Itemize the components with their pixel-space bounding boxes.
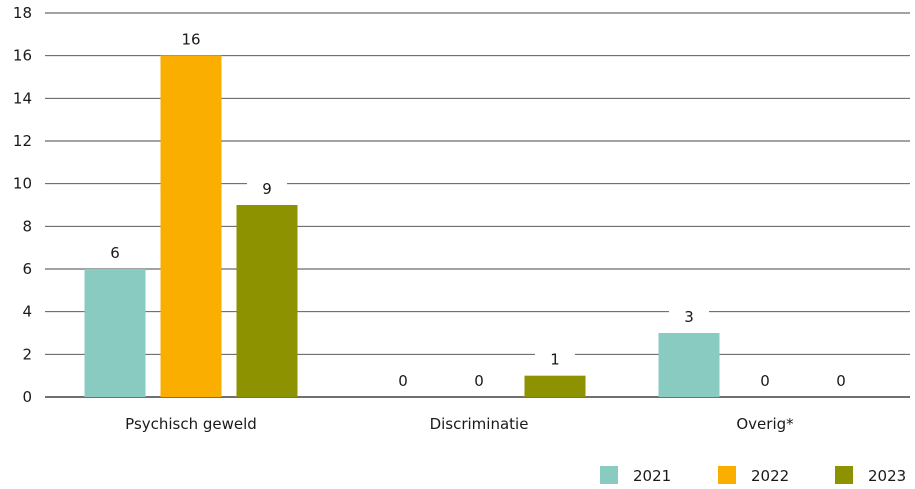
y-tick-label: 18	[13, 4, 32, 22]
y-tick-label: 10	[13, 175, 32, 193]
data-label: 6	[110, 244, 120, 262]
legend-swatch	[600, 466, 618, 484]
data-label: 0	[398, 372, 408, 390]
y-tick-label: 16	[13, 47, 32, 65]
bar	[160, 55, 222, 398]
data-label: 1	[550, 351, 560, 369]
legend-swatch	[835, 466, 853, 484]
data-label: 16	[181, 31, 200, 49]
data-label-background	[95, 244, 135, 264]
legend: 2021 2022 2023	[600, 466, 906, 485]
data-label-background	[459, 372, 499, 392]
legend-label: 2022	[751, 467, 789, 485]
x-tick-label: Psychisch geweld	[125, 415, 257, 433]
y-axis: 0 2 4 6 8 10 12 14 16 18	[13, 4, 32, 406]
data-label-background	[669, 308, 709, 328]
data-label: 0	[836, 372, 846, 390]
data-label: 9	[262, 180, 272, 198]
data-label-background	[247, 180, 287, 200]
x-tick-label: Overig*	[736, 415, 794, 433]
bar	[84, 269, 146, 397]
legend-label: 2021	[633, 467, 671, 485]
data-label-background	[383, 372, 423, 392]
data-label-background	[821, 372, 861, 392]
y-tick-label: 2	[22, 345, 32, 363]
data-label-background	[166, 30, 216, 51]
legend-swatch	[718, 466, 736, 484]
bar	[524, 375, 586, 397]
bar	[236, 205, 298, 397]
x-tick-label: Discriminatie	[430, 415, 529, 433]
y-tick-label: 6	[22, 260, 32, 278]
legend-label: 2023	[868, 467, 906, 485]
y-tick-label: 0	[22, 388, 32, 406]
bars: 6 0 3 16 0 0 9 1 0	[84, 30, 861, 398]
data-label: 3	[684, 308, 694, 326]
bar	[658, 333, 720, 397]
y-tick-label: 14	[13, 89, 32, 107]
data-label: 0	[760, 372, 770, 390]
y-tick-label: 12	[13, 132, 32, 150]
x-axis: Psychisch geweld Discriminatie Overig*	[125, 415, 794, 433]
y-tick-label: 4	[22, 303, 32, 321]
data-label-background	[745, 372, 785, 392]
data-label: 0	[474, 372, 484, 390]
y-tick-label: 8	[22, 217, 32, 235]
data-label-background	[535, 350, 575, 371]
